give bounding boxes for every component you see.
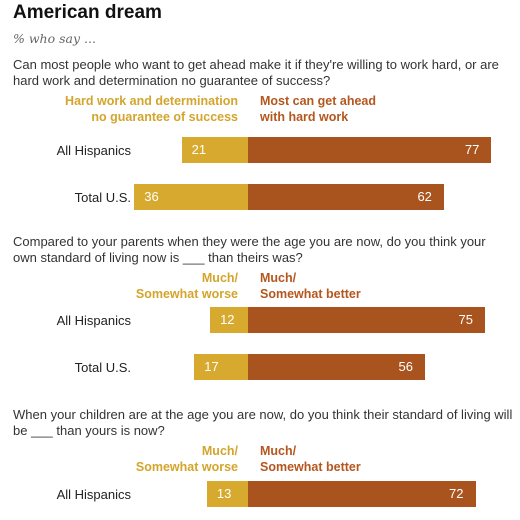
bar-right xyxy=(248,184,444,210)
bar-right xyxy=(248,481,476,507)
data-label-left: 36 xyxy=(144,189,159,204)
legend-right-label: Much/Somewhat better xyxy=(260,271,361,301)
bar-left xyxy=(206,481,248,507)
data-label-right: 62 xyxy=(417,189,432,204)
legend-right-label: Most can get ahead with hard work xyxy=(260,94,376,124)
data-label-right: 72 xyxy=(449,486,464,501)
legend-left-label: Hard work and determination no guarantee … xyxy=(65,94,238,124)
data-label-left: 12 xyxy=(220,312,235,327)
bar-right xyxy=(248,354,425,380)
bar-left xyxy=(134,184,248,210)
bar-right xyxy=(248,307,485,333)
question-text: Compared to your parents when they were … xyxy=(13,234,486,265)
legend-left-label: Much/Somewhat worse xyxy=(135,444,238,474)
data-label-left: 21 xyxy=(191,142,207,157)
row-label: Total U.S. xyxy=(74,360,131,375)
bar-right xyxy=(248,137,492,163)
bar-left xyxy=(210,307,248,333)
row-label: All Hispanics xyxy=(56,313,131,328)
chart-title: American dream xyxy=(13,2,162,23)
data-label-left: 13 xyxy=(216,486,232,501)
row-label: All Hispanics xyxy=(56,487,131,502)
question-text: When your children are at the age you ar… xyxy=(13,407,513,438)
legend-right-label: Much/Somewhat better xyxy=(260,444,361,474)
row-label: All Hispanics xyxy=(56,143,131,158)
data-label-right: 56 xyxy=(398,359,413,374)
question-text: Can most people who want to get ahead ma… xyxy=(13,57,499,88)
data-label-left: 17 xyxy=(204,359,219,374)
row-label: Total U.S. xyxy=(74,190,131,205)
bar-left xyxy=(194,354,248,380)
data-label-right: 75 xyxy=(458,312,473,327)
chart-subtitle: % who say ... xyxy=(13,31,96,46)
bar-left xyxy=(181,137,248,163)
legend-left-label: Much/Somewhat worse xyxy=(135,271,238,301)
data-label-right: 77 xyxy=(464,142,480,157)
